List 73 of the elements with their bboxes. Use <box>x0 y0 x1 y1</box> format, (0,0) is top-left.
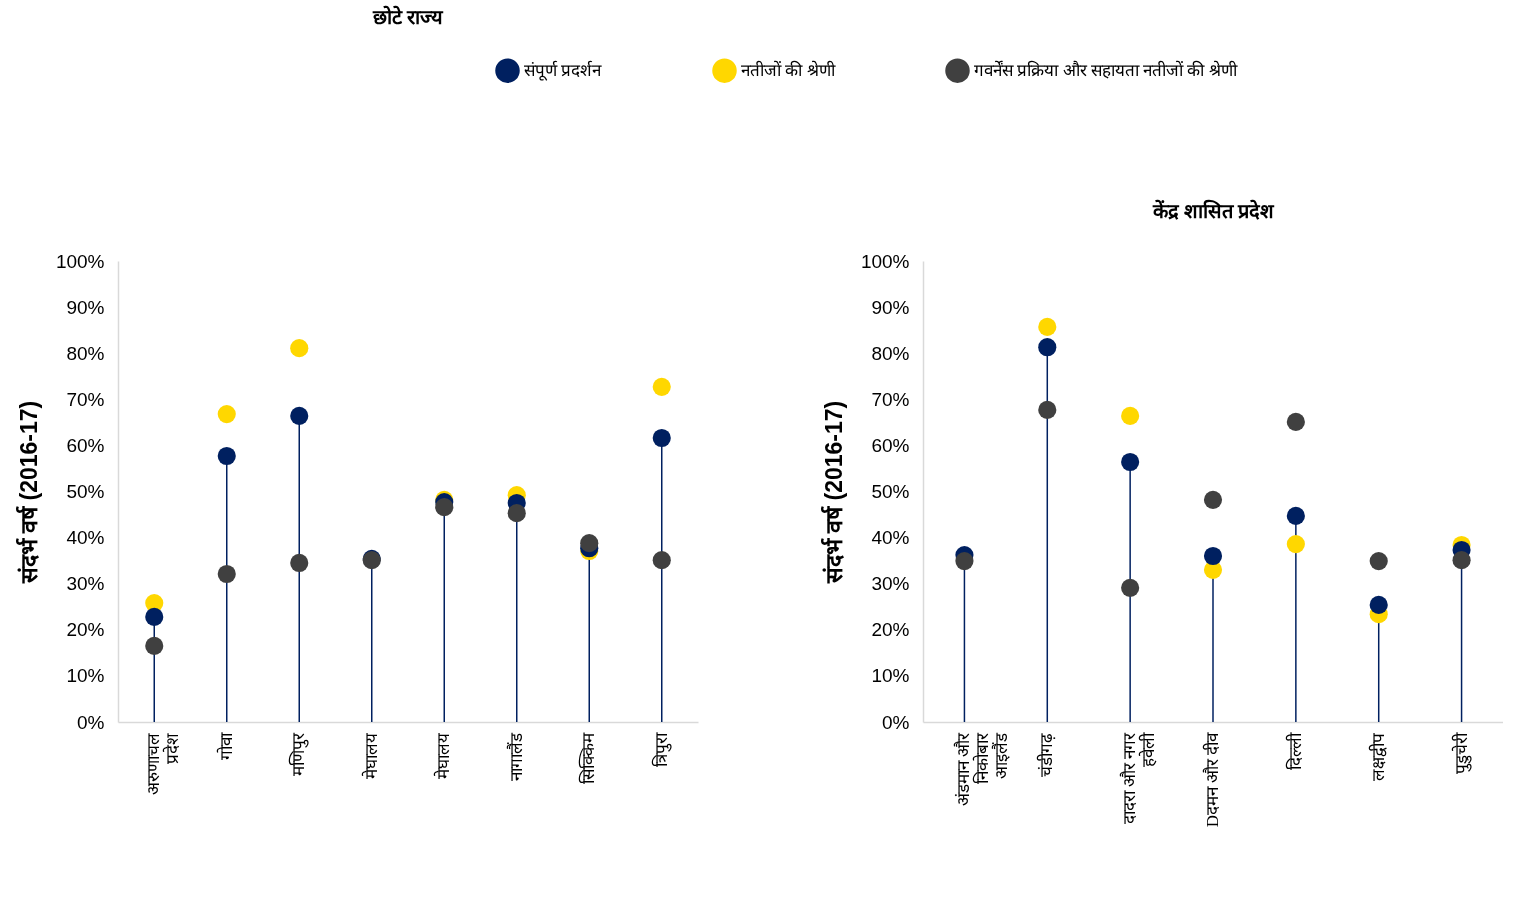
x-tick-label: दिल्ली <box>1284 731 1305 770</box>
y-tick-label: 0% <box>882 711 910 733</box>
y-tick-label: 70% <box>66 388 105 410</box>
point <box>1369 595 1388 614</box>
y-tick-label: 10% <box>871 665 910 687</box>
point <box>290 339 309 358</box>
legend-label: गवर्नेंस प्रक्रिया और सहायता नतीजों की श्रेणी <box>974 59 1238 80</box>
x-tick-label: मेघालय <box>360 731 381 779</box>
y-tick-label: 80% <box>66 342 105 364</box>
y-tick-label: 60% <box>66 434 105 456</box>
y-tick-label: 20% <box>66 619 105 641</box>
x-tick-label: पुडुचेरी <box>1450 731 1472 774</box>
point <box>580 534 599 553</box>
x-tick-label: Dदमन और दीव <box>1202 731 1222 828</box>
chart-title: छोटे राज्य <box>372 5 444 28</box>
point <box>507 504 526 523</box>
point <box>652 428 671 448</box>
y-tick-label: 50% <box>66 481 105 502</box>
y-tick-label: 20% <box>871 619 910 641</box>
point <box>217 404 236 424</box>
chart-title: केंद्र शासित प्रदेश <box>1151 199 1275 222</box>
point <box>1286 506 1305 525</box>
x-tick-label: नागालैंड <box>505 731 526 781</box>
y-tick-label: 50% <box>871 481 910 502</box>
y-tick-label: 30% <box>871 573 910 595</box>
point <box>1121 406 1140 425</box>
x-tick-label: मणिपुर <box>288 731 310 776</box>
y-tick-label: 60% <box>871 434 910 456</box>
point <box>217 446 236 466</box>
point <box>652 551 671 570</box>
point <box>1286 412 1305 431</box>
legend-label: नतीजों की श्रेणी <box>741 59 836 80</box>
x-tick-label: लक्षद्वीप <box>1367 732 1388 781</box>
y-tick-label: 0% <box>77 711 105 733</box>
x-tick-label: मेघालय <box>433 731 454 779</box>
point <box>1203 490 1223 509</box>
point <box>652 377 671 396</box>
point <box>145 607 164 626</box>
x-tick-label: अरुणाचल प्रदेश <box>144 732 183 795</box>
point <box>1452 551 1471 570</box>
point <box>1121 578 1140 597</box>
point <box>1369 552 1388 571</box>
x-tick-label: गोवा <box>215 731 236 760</box>
x-tick-label: दादरा और नगर हवेली <box>1119 731 1159 824</box>
point <box>1038 317 1057 336</box>
point <box>1038 400 1057 419</box>
point <box>1286 534 1305 554</box>
y-tick-label: 90% <box>66 296 105 318</box>
y-tick-label: 30% <box>66 573 105 595</box>
y-axis-title: संदर्भ वर्ष (2016-17) <box>14 400 42 585</box>
y-axis-title: संदर्भ वर्ष (2016-17) <box>819 400 847 585</box>
x-tick-label: चंडीगढ़ <box>1036 732 1057 777</box>
point <box>435 498 454 517</box>
point <box>1121 452 1140 472</box>
y-tick-label: 10% <box>66 665 105 687</box>
y-tick-label: 40% <box>66 527 105 549</box>
y-tick-label: 100% <box>860 250 910 272</box>
y-tick-label: 40% <box>871 527 910 549</box>
point <box>1203 546 1223 566</box>
point <box>145 636 164 655</box>
point <box>955 552 974 571</box>
y-tick-label: 100% <box>55 250 105 272</box>
point <box>290 406 309 425</box>
point <box>1038 338 1057 357</box>
x-tick-label: सिक्किम <box>578 731 599 784</box>
legend-label: संपूर्ण प्रदर्शन <box>524 59 603 81</box>
point <box>290 553 309 573</box>
x-tick-label: त्रिपुरा <box>650 731 672 767</box>
x-tick-label: अंडमान और निकोबार आइलैंड <box>953 731 1012 806</box>
y-tick-label: 90% <box>871 296 910 318</box>
point <box>217 564 236 584</box>
y-tick-label: 80% <box>871 342 910 364</box>
y-tick-label: 70% <box>871 388 910 410</box>
